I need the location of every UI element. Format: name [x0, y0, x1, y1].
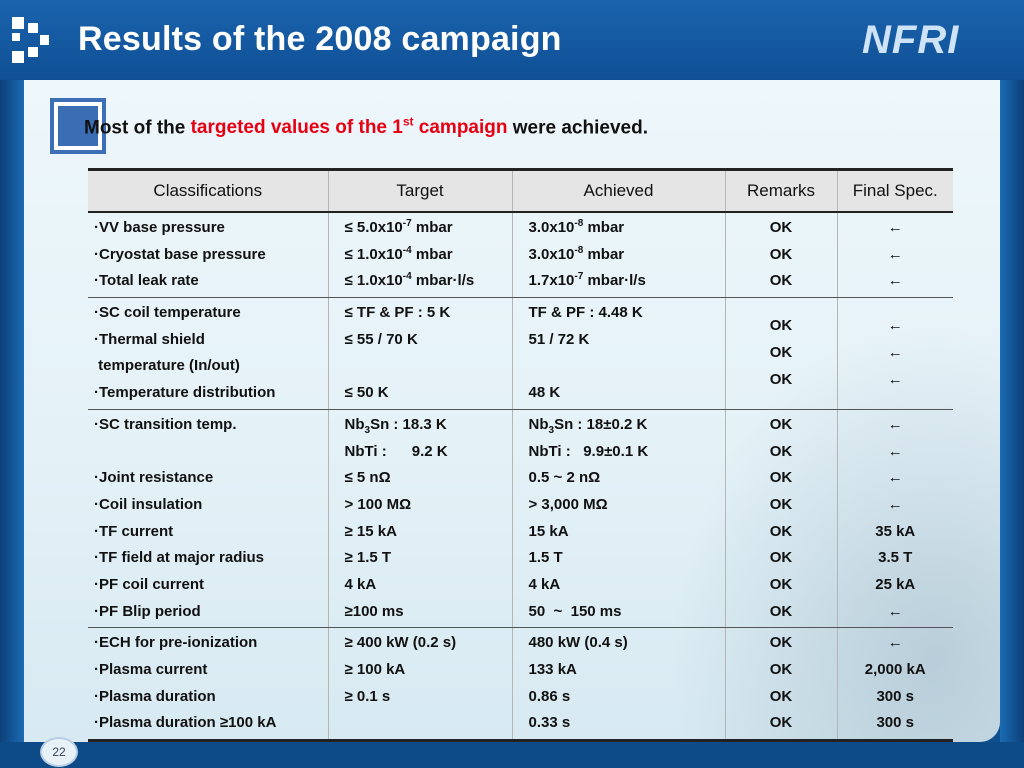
- group-temperature: ·SC coil temperature ·Thermal shield tem…: [88, 297, 953, 410]
- left-frame: [0, 80, 24, 768]
- cell-target: Nb3Sn : 18.3 K NbTi : 9.2 K ≤ 5 nΩ > 100…: [328, 409, 513, 629]
- cell-achieved: 480 kW (0.4 s) 133 kA 0.86 s 0.33 s: [512, 627, 726, 743]
- left-arrow-icon: ←: [887, 469, 903, 487]
- group-vacuum: ·VV base pressure ·Cryostat base pressur…: [88, 212, 953, 299]
- bottom-frame: [0, 742, 1024, 768]
- headline-highlight: targeted values of the 1st campaign: [190, 115, 508, 139]
- cell-achieved: 3.0x10-8 mbar 3.0x10-8 mbar 1.7x10-7 mba…: [512, 212, 726, 299]
- left-arrow-icon: ←: [887, 634, 903, 652]
- cell-target: ≤ 5.0x10-7 mbar ≤ 1.0x10-4 mbar ≤ 1.0x10…: [328, 212, 513, 299]
- cell-remarks: OK OK OK OK: [725, 627, 838, 743]
- left-arrow-icon: ←: [887, 442, 903, 460]
- cell-target: ≥ 400 kW (0.2 s) ≥ 100 kA ≥ 0.1 s: [328, 627, 513, 743]
- cell-achieved: Nb3Sn : 18±0.2 K NbTi : 9.9±0.1 K 0.5 ~ …: [512, 409, 726, 629]
- cell-classification: ·VV base pressure ·Cryostat base pressur…: [88, 212, 329, 299]
- table-row: ·ECH for pre-ionization ·Plasma current …: [88, 627, 953, 743]
- cell-classification: ·ECH for pre-ionization ·Plasma current …: [88, 627, 329, 743]
- left-arrow-icon: ←: [887, 317, 903, 335]
- cell-achieved: TF & PF : 4.48 K 51 / 72 K 48 K: [512, 297, 726, 410]
- header-achieved: Achieved: [512, 168, 726, 213]
- title-bar: Results of the 2008 campaign NFRI: [0, 0, 1024, 80]
- group-magnets: ·SC transition temp. ·Joint resistance ·…: [88, 409, 953, 629]
- left-arrow-icon: ←: [887, 272, 903, 290]
- cell-final-spec: ← 2,000 kA 300 s 300 s: [837, 627, 953, 743]
- headline-text-end: were achieved.: [507, 117, 648, 139]
- table-row: ·SC coil temperature ·Thermal shield tem…: [88, 297, 953, 410]
- cell-remarks: OK OK OK: [725, 297, 838, 410]
- left-arrow-icon: ←: [887, 219, 903, 236]
- cell-final-spec: ← ← ← ← 35 kA 3.5 T 25 kA ←: [837, 409, 953, 629]
- cell-remarks: OK OK OK OK OK OK OK OK: [725, 409, 838, 629]
- cell-final-spec: ← ← ←: [837, 212, 953, 299]
- group-plasma: ·ECH for pre-ionization ·Plasma current …: [88, 627, 953, 743]
- cell-remarks: OK OK OK: [725, 212, 838, 299]
- table-header-row: Classifications Target Achieved Remarks …: [88, 168, 953, 213]
- left-arrow-icon: ←: [887, 370, 903, 388]
- cell-final-spec: ← ← ←: [837, 297, 953, 410]
- bracket-arrow-icon: [12, 17, 49, 63]
- table-row: ·SC transition temp. ·Joint resistance ·…: [88, 409, 953, 629]
- cell-classification: ·SC coil temperature ·Thermal shield tem…: [88, 297, 329, 410]
- left-arrow-icon: ←: [887, 245, 903, 263]
- header-remarks: Remarks: [725, 168, 838, 213]
- left-arrow-icon: ←: [887, 602, 903, 620]
- header-target: Target: [328, 168, 513, 213]
- results-table: Classifications Target Achieved Remarks …: [88, 168, 953, 743]
- table-row: ·VV base pressure ·Cryostat base pressur…: [88, 212, 953, 299]
- header-classifications: Classifications: [88, 168, 329, 213]
- nfri-logo: NFRI: [862, 18, 960, 62]
- page-number: 22: [40, 737, 78, 767]
- cell-target: ≤ TF & PF : 5 K ≤ 55 / 70 K ≤ 50 K: [328, 297, 513, 410]
- page-title: Results of the 2008 campaign: [78, 20, 562, 58]
- left-arrow-icon: ←: [887, 344, 903, 362]
- headline: Most of the targeted values of the 1st c…: [84, 115, 648, 139]
- square-bullet-icon: [50, 98, 106, 154]
- right-frame: [1000, 80, 1024, 768]
- header-final-spec: Final Spec.: [837, 168, 953, 213]
- left-arrow-icon: ←: [887, 495, 903, 513]
- headline-text: Most of the: [84, 117, 191, 139]
- left-arrow-icon: ←: [887, 415, 903, 433]
- cell-classification: ·SC transition temp. ·Joint resistance ·…: [88, 409, 329, 629]
